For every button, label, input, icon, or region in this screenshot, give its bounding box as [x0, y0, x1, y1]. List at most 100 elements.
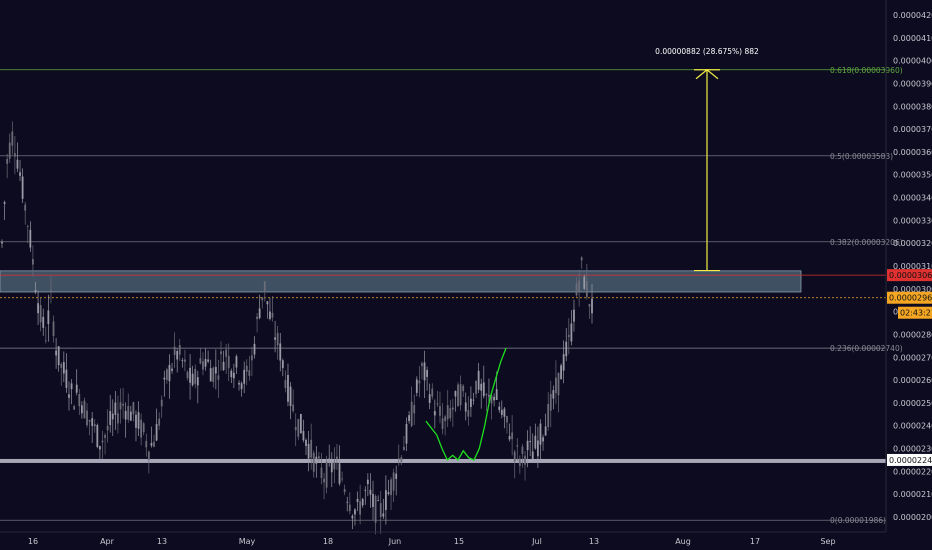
- candle-body: [50, 289, 52, 292]
- fib-level-label: 0(0.00001986): [830, 516, 886, 525]
- candle-body: [214, 366, 217, 374]
- candle-body: [562, 354, 565, 371]
- candle-body: [431, 388, 434, 397]
- candle-body: [320, 467, 323, 478]
- time-axis[interactable]: 16 Apr 13 May 18 Jun 15 Jul 13 Aug 17 Sep: [28, 537, 836, 546]
- candle-body: [34, 290, 37, 293]
- candle-body: [539, 423, 542, 445]
- candle-body: [459, 384, 462, 406]
- candle-body: [91, 418, 94, 426]
- candle-body: [305, 439, 307, 446]
- candle-body: [1, 241, 3, 244]
- candle-body: [111, 413, 114, 420]
- candle-body: [73, 406, 76, 410]
- candle-body: [68, 394, 70, 398]
- candle-body: [436, 403, 439, 405]
- candle-body: [168, 364, 171, 382]
- y-tick-label: 0.00003100: [893, 262, 932, 271]
- candle-body: [202, 361, 204, 370]
- candle-body: [343, 489, 346, 493]
- candle-body: [328, 458, 331, 463]
- fib-level-label: 0.236(0.00002740): [830, 344, 903, 353]
- candle-body: [287, 374, 289, 402]
- candle-body: [65, 369, 68, 388]
- fib-level-label: 0.618(0.00003960): [830, 66, 903, 75]
- candle-body: [155, 424, 158, 441]
- candle-body: [485, 394, 488, 396]
- y-tick-label: 0.00003800: [893, 102, 932, 111]
- candle-body: [106, 425, 109, 431]
- candle-body: [354, 509, 356, 515]
- y-tick-label: 0.00003300: [893, 216, 932, 225]
- candle-body: [508, 436, 511, 440]
- x-tick-label: Sep: [820, 537, 835, 546]
- candle-body: [117, 413, 119, 424]
- candle-body: [276, 332, 279, 346]
- candle-body: [235, 356, 238, 368]
- candle-body: [493, 396, 495, 401]
- candle-body: [382, 513, 385, 517]
- candle-body: [421, 363, 423, 367]
- candle-body: [544, 426, 547, 436]
- candle-body: [96, 424, 99, 448]
- countdown-label: 02:43:21: [900, 309, 932, 318]
- candle-body: [176, 351, 179, 360]
- y-tick-label: 0.00002600: [893, 376, 932, 385]
- candle-body: [104, 435, 106, 438]
- measure-tool[interactable]: 0.00000882 (28.675%) 882: [655, 47, 759, 272]
- candle-body: [248, 370, 251, 377]
- y-tick-label: 0.00004000: [893, 57, 932, 66]
- candle-body: [256, 316, 258, 320]
- candle-body: [6, 158, 9, 164]
- candle-body: [513, 451, 516, 462]
- candle-body: [11, 131, 14, 146]
- price-tag-label: 0.00002961: [889, 294, 932, 303]
- candle-body: [441, 418, 444, 429]
- candle-body: [279, 343, 282, 361]
- candle-body: [444, 416, 447, 422]
- candle-body: [140, 419, 143, 438]
- candle-body: [196, 377, 199, 386]
- candle-body: [153, 441, 155, 447]
- candle-body: [271, 312, 274, 318]
- y-tick-label: 0.00002700: [893, 353, 932, 362]
- candle-body: [101, 440, 104, 443]
- candle-body: [457, 384, 459, 407]
- price-axis[interactable]: 0.00004200 0.00004100 0.00004000 0.00003900…: [893, 11, 932, 522]
- candle-body: [374, 495, 377, 523]
- candle-body: [387, 492, 390, 494]
- candle-body: [518, 459, 521, 466]
- candle-body: [555, 377, 557, 394]
- candle-body: [292, 404, 295, 412]
- countdown-tag: [898, 306, 932, 319]
- resistance-zone: [0, 270, 802, 293]
- y-tick-label: 0.00002300: [893, 445, 932, 454]
- candle-body: [403, 446, 405, 451]
- candle-body: [57, 346, 60, 366]
- candle-body: [348, 504, 351, 512]
- candle-body: [521, 446, 524, 454]
- candle-body: [433, 411, 436, 416]
- candle-body: [8, 142, 11, 159]
- candle-body: [503, 408, 506, 417]
- candle-body: [80, 405, 83, 414]
- fib-level-label: 0.5(0.00003583): [830, 152, 893, 161]
- candle-body: [132, 402, 135, 415]
- candle-body: [413, 405, 416, 414]
- candle-body: [323, 478, 325, 483]
- candle-body: [78, 394, 81, 407]
- y-tick-label: 0.00004200: [893, 11, 932, 20]
- candle-body: [317, 456, 320, 459]
- candle-body: [75, 384, 78, 393]
- candle-body: [137, 412, 140, 429]
- candle-body: [475, 380, 477, 394]
- candle-body: [258, 308, 261, 319]
- candle-body: [119, 402, 122, 410]
- fib-level-label: 0.382(0.00003206): [830, 238, 903, 247]
- candle-body: [536, 440, 539, 457]
- price-tag: [887, 269, 932, 282]
- candle-body: [158, 418, 161, 426]
- candle-body: [294, 426, 297, 431]
- x-tick-label: 18: [323, 537, 333, 546]
